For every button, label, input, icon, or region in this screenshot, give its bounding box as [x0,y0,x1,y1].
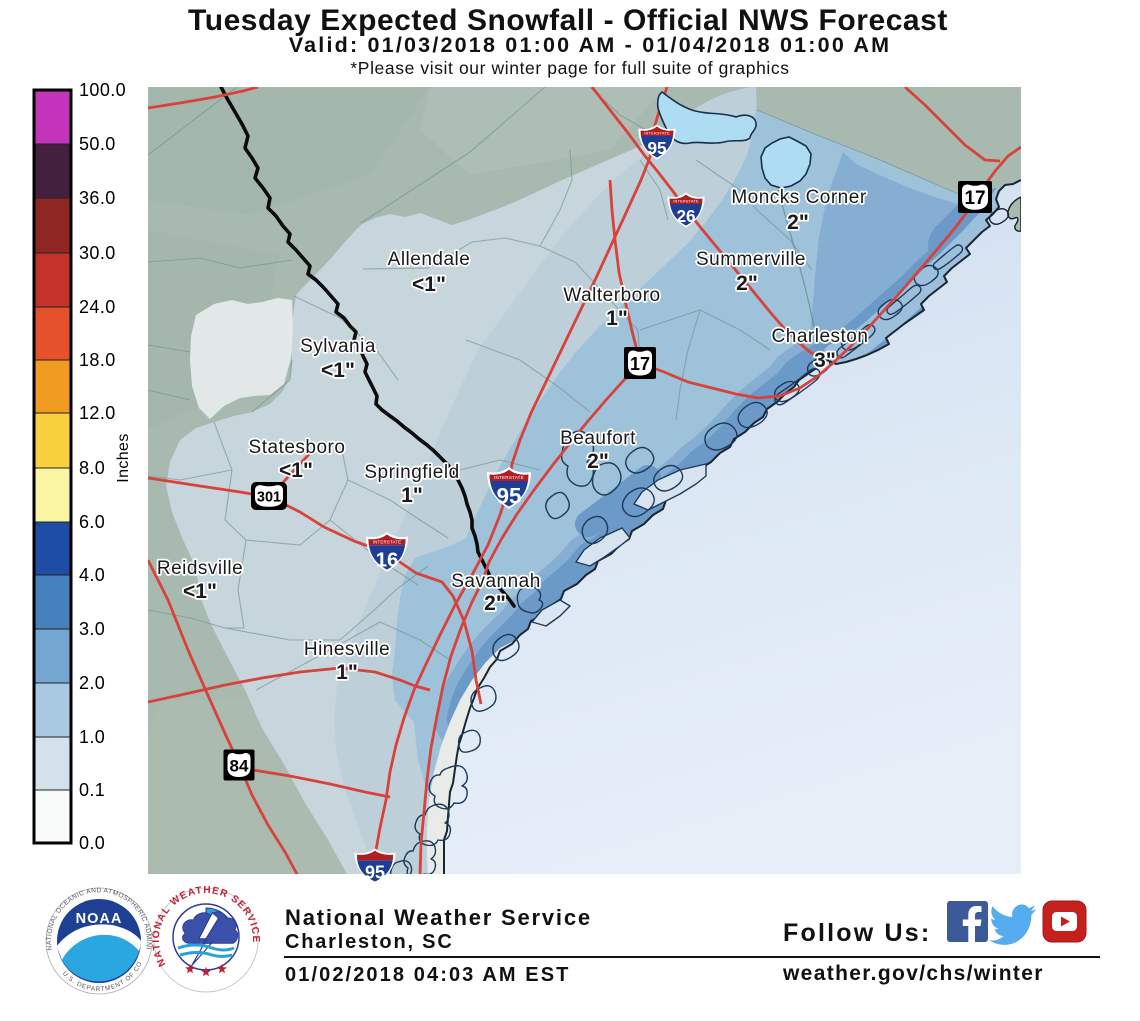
svg-text:*Please visit our winter page: *Please visit our winter page for full s… [350,58,789,78]
svg-text:NOAA: NOAA [76,911,123,927]
svg-text:<1": <1" [183,580,217,603]
svg-text:2": 2" [484,592,506,615]
svg-text:Walterboro: Walterboro [563,285,660,306]
svg-text:Tuesday Expected Snowfall - Of: Tuesday Expected Snowfall - Official NWS… [188,4,948,37]
svg-text:Sylvania: Sylvania [300,336,376,357]
svg-text:3.0: 3.0 [79,619,105,639]
svg-text:INTERSTATE: INTERSTATE [373,539,402,544]
svg-text:0.1: 0.1 [79,780,105,800]
svg-text:1.0: 1.0 [79,727,105,747]
svg-text:Allendale: Allendale [388,249,471,270]
svg-text:2": 2" [587,450,609,473]
svg-text:Charleston, SC: Charleston, SC [285,931,454,953]
svg-text:95: 95 [365,863,385,883]
svg-text:<1": <1" [412,273,446,296]
svg-text:26: 26 [676,206,695,226]
svg-text:6.0: 6.0 [79,512,105,532]
svg-text:1": 1" [336,661,358,684]
svg-text:2": 2" [736,272,758,295]
svg-text:Follow Us:: Follow Us: [783,919,931,947]
svg-text:INTERSTATE: INTERSTATE [644,130,670,135]
svg-text:36.0: 36.0 [79,188,116,208]
svg-text:8.0: 8.0 [79,458,105,478]
svg-text:INTERSTATE: INTERSTATE [673,198,699,203]
svg-text:50.0: 50.0 [79,134,116,154]
svg-text:Valid: 01/03/2018 01:00 AM - 0: Valid: 01/03/2018 01:00 AM - 01/04/2018 … [289,33,891,57]
svg-text:<1": <1" [321,359,355,382]
svg-text:Beaufort: Beaufort [560,428,636,449]
svg-text:18.0: 18.0 [79,350,116,370]
svg-text:3": 3" [814,349,836,372]
svg-text:12.0: 12.0 [79,403,116,423]
svg-text:16: 16 [376,549,399,572]
svg-text:95: 95 [647,138,667,158]
svg-text:INTERSTATE: INTERSTATE [494,475,524,480]
svg-text:Savannah: Savannah [451,571,541,592]
svg-text:17: 17 [630,354,650,374]
svg-text:1": 1" [401,484,423,507]
svg-text:84: 84 [230,757,249,776]
svg-text:Moncks Corner: Moncks Corner [731,187,866,208]
svg-text:4.0: 4.0 [79,565,105,585]
svg-text:Reidsville: Reidsville [157,558,243,579]
svg-text:30.0: 30.0 [79,243,116,263]
svg-text:<1": <1" [279,459,313,482]
svg-text:301: 301 [257,490,281,506]
svg-text:1": 1" [606,307,628,330]
svg-text:Hinesville: Hinesville [304,639,390,660]
svg-text:weather.gov/chs/winter: weather.gov/chs/winter [782,962,1044,985]
svg-text:01/02/2018 04:03 AM EST: 01/02/2018 04:03 AM EST [285,964,570,986]
svg-text:2.0: 2.0 [79,673,105,693]
svg-text:0.0: 0.0 [79,833,105,853]
svg-text:17: 17 [964,188,985,209]
svg-text:Inches: Inches [115,433,132,483]
svg-text:Summerville: Summerville [696,249,806,270]
svg-text:National Weather Service: National Weather Service [285,905,592,930]
svg-text:2": 2" [787,211,809,234]
svg-text:100.0: 100.0 [79,80,126,100]
svg-text:95: 95 [496,484,521,509]
svg-text:24.0: 24.0 [79,297,116,317]
svg-text:Springfield: Springfield [364,462,459,483]
svg-text:Statesboro: Statesboro [249,437,346,458]
svg-text:Charleston: Charleston [772,326,869,347]
